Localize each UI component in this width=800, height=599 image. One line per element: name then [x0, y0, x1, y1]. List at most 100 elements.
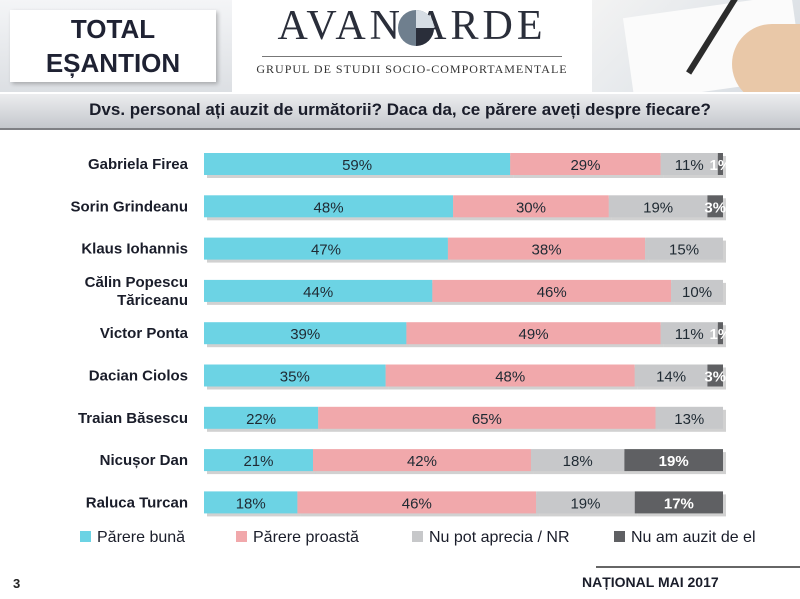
value-label: 39%	[290, 326, 320, 343]
bar-parere-proasta-traian-basescu	[318, 406, 656, 429]
bar-parere-proasta-sorin-grindeanu	[453, 195, 609, 218]
bar-nu-pot-aprecia-nr-calin-popescu-tariceanu	[671, 279, 723, 302]
bar-parere-buna-sorin-grindeanu	[204, 195, 454, 218]
bar-parere-proasta-victor-ponta	[406, 322, 661, 345]
legend-label-nu-pot-aprecia-nr: Nu pot aprecia / NR	[429, 529, 570, 546]
bar-nu-pot-aprecia-nr-victor-ponta	[660, 322, 718, 345]
value-label: 19%	[659, 453, 689, 470]
value-label: 29%	[570, 157, 600, 174]
value-label: 19%	[643, 199, 673, 216]
legend-label-nu-am-auzit-de-el: Nu am auzit de el	[631, 529, 756, 546]
value-label: 10%	[682, 284, 712, 301]
value-label: 19%	[570, 495, 600, 512]
bar-parere-buna-victor-ponta	[204, 322, 407, 345]
value-label: 14%	[656, 369, 686, 386]
value-label: 47%	[311, 242, 341, 259]
value-label: 46%	[402, 495, 432, 512]
logo-subtitle: GRUPUL DE STUDII SOCIO-COMPORTAMENTALE	[256, 62, 568, 76]
bar-parere-buna-dacian-ciolos	[204, 364, 386, 387]
value-label: 49%	[519, 326, 549, 343]
value-label: 3%	[704, 199, 726, 216]
value-label: 48%	[495, 369, 525, 386]
footer-label: NAȚIONAL MAI 2017	[582, 574, 719, 590]
bar-parere-buna-traian-basescu	[204, 406, 319, 429]
bar-nu-pot-aprecia-nr-gabriela-firea	[660, 153, 718, 175]
header: TOTAL EȘANTION AVAN ARDE GRUPUL DE STUDI…	[0, 0, 800, 92]
category-label-raluca-turcan: Raluca Turcan	[86, 494, 188, 511]
category-label-dacian-ciolos: Dacian Ciolos	[89, 368, 188, 385]
bar-nu-am-auzit-de-el-victor-ponta	[717, 322, 723, 345]
bar-parere-proasta-klaus-iohannis	[447, 237, 646, 260]
bar-nu-am-auzit-de-el-dacian-ciolos	[707, 364, 723, 387]
bar-nu-pot-aprecia-nr-nicusor-dan	[530, 449, 625, 472]
category-label-klaus-iohannis: Klaus Iohannis	[81, 241, 188, 258]
bar-nu-pot-aprecia-nr-raluca-turcan	[536, 491, 635, 514]
category-label-nicusor-dan: Nicușor Dan	[100, 452, 188, 469]
bar-parere-proasta-calin-popescu-tariceanu	[432, 279, 672, 302]
value-label: 38%	[532, 242, 562, 259]
legend-swatch-nu-pot-aprecia-nr	[412, 531, 423, 542]
value-label: 11%	[675, 157, 704, 174]
legend-swatch-parere-buna	[80, 531, 91, 542]
total-sample-box: TOTAL EȘANTION	[10, 10, 216, 82]
logo-divider	[262, 56, 562, 57]
category-label-gabriela-firea: Gabriela Firea	[88, 156, 189, 173]
header-photo	[592, 0, 800, 92]
category-label-traian-basescu: Traian Băsescu	[78, 410, 188, 427]
value-label: 1%	[710, 326, 732, 343]
page-number: 3	[13, 576, 21, 591]
value-label: 44%	[303, 284, 333, 301]
value-label: 42%	[407, 453, 437, 470]
bar-parere-buna-gabriela-firea	[204, 153, 511, 175]
sample-label: EȘANTION	[45, 48, 181, 78]
value-label: 46%	[537, 284, 567, 301]
survey-question: Dvs. personal ați auzit de următorii? Da…	[89, 100, 711, 119]
total-label: TOTAL	[70, 14, 156, 44]
bar-nu-pot-aprecia-nr-sorin-grindeanu	[608, 195, 708, 218]
legend-label-parere-proasta: Părere proastă	[253, 529, 359, 546]
legend-swatch-nu-am-auzit-de-el	[614, 531, 625, 542]
logo: AVAN ARDE GRUPUL DE STUDII SOCIO-COMPORT…	[232, 0, 592, 92]
value-label: 11%	[675, 326, 704, 343]
bar-nu-pot-aprecia-nr-dacian-ciolos	[634, 364, 708, 387]
stacked-bar-chart: Gabriela Firea 59% 29% 11% 1% Sorin Grindeanu…	[70, 153, 756, 546]
value-label: 1%	[710, 157, 732, 174]
bar-shadow	[720, 156, 726, 178]
bar-parere-buna-klaus-iohannis	[204, 237, 448, 260]
bar-shadow	[720, 325, 726, 348]
category-label-sorin-grindeanu: Sorin Grindeanu	[70, 198, 188, 215]
value-label: 15%	[669, 242, 699, 259]
value-label: 3%	[704, 369, 726, 386]
value-label: 17%	[664, 495, 694, 512]
bar-nu-pot-aprecia-nr-klaus-iohannis	[645, 237, 723, 260]
value-label: 18%	[563, 453, 593, 470]
bar-parere-proasta-nicusor-dan	[312, 449, 531, 472]
bar-parere-buna-calin-popescu-tariceanu	[204, 279, 433, 302]
bar-parere-buna-raluca-turcan	[204, 491, 298, 514]
bar-parere-buna-nicusor-dan	[204, 449, 313, 472]
bar-nu-pot-aprecia-nr-traian-basescu	[655, 406, 723, 429]
legend-swatch-parere-proasta	[236, 531, 247, 542]
question-bar: Dvs. personal ați auzit de următorii? Da…	[0, 94, 800, 130]
legend-label-parere-buna: Părere bună	[97, 529, 185, 546]
value-label: 48%	[314, 199, 344, 216]
header-left-panel: TOTAL EȘANTION	[0, 0, 232, 92]
value-label: 65%	[472, 411, 502, 428]
bar-nu-am-auzit-de-el-raluca-turcan	[634, 491, 723, 514]
bar-nu-am-auzit-de-el-gabriela-firea	[717, 153, 723, 175]
value-label: 18%	[236, 495, 266, 512]
category-label-victor-ponta: Victor Ponta	[100, 325, 189, 342]
value-label: 13%	[674, 411, 704, 428]
bar-parere-proasta-dacian-ciolos	[385, 364, 635, 387]
bar-parere-proasta-gabriela-firea	[510, 153, 661, 175]
logo-g-icon	[398, 10, 434, 46]
bar-nu-am-auzit-de-el-sorin-grindeanu	[707, 195, 723, 218]
value-label: 22%	[246, 411, 276, 428]
value-label: 35%	[280, 369, 310, 386]
hand-image	[732, 24, 800, 92]
value-label: 59%	[342, 157, 372, 174]
value-label: 21%	[243, 453, 273, 470]
value-label: 30%	[516, 199, 546, 216]
category-label-calin-popescu-tariceanu: Călin Popescu Tăriceanu	[85, 274, 188, 309]
bar-nu-am-auzit-de-el-nicusor-dan	[624, 449, 723, 472]
